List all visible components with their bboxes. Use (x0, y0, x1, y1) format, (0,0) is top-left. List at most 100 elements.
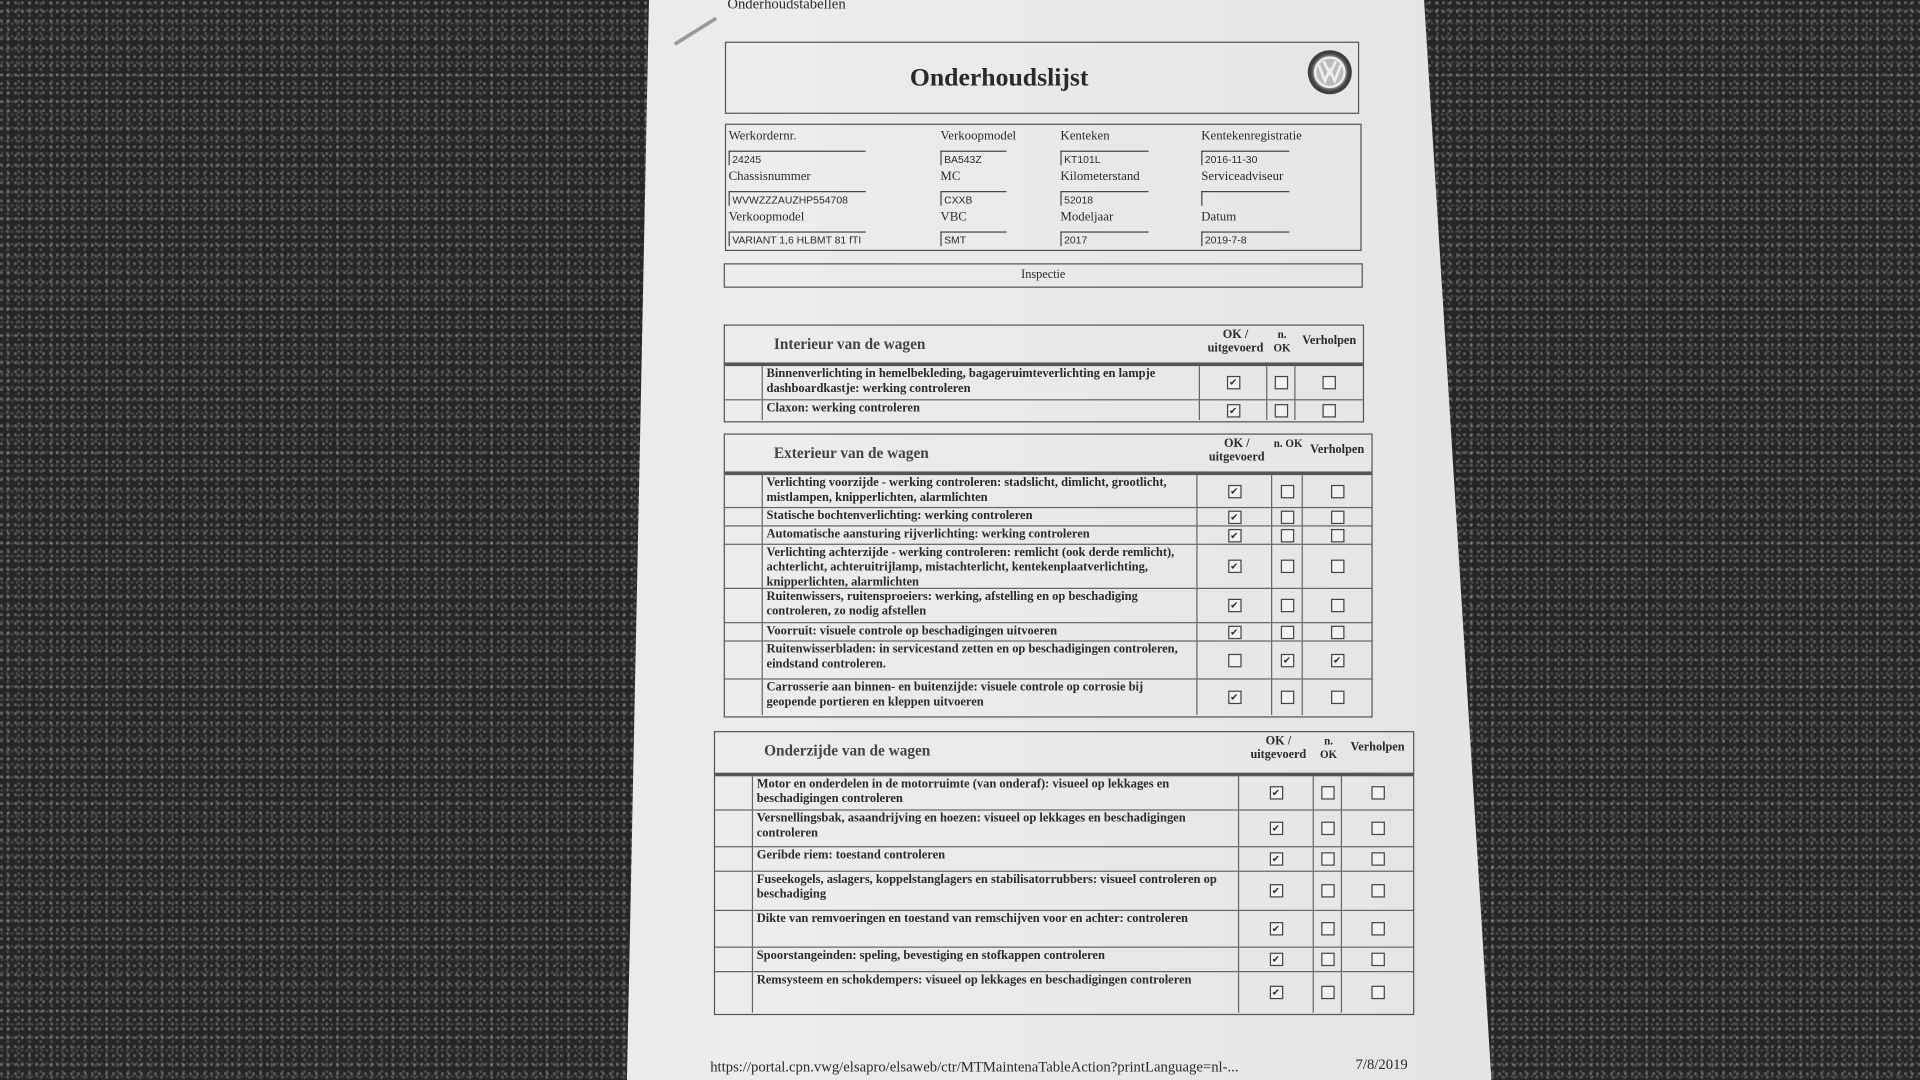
empty-checkbox[interactable] (1370, 852, 1385, 866)
row-description: Motor en onderdelen in de motorruimte (v… (753, 776, 1240, 810)
checked-checkbox[interactable]: ✔ (1226, 403, 1240, 417)
row-index-cell (715, 847, 754, 871)
checked-checkbox[interactable]: ✔ (1227, 528, 1242, 542)
checklist-row: Claxon: werking controleren ✔ (724, 399, 1363, 421)
row-index-cell (725, 508, 763, 526)
cell-ok: ✔ (1198, 475, 1273, 507)
checked-checkbox[interactable]: ✔ (1227, 484, 1242, 498)
empty-checkbox[interactable] (1274, 403, 1288, 417)
empty-checkbox[interactable] (1330, 510, 1344, 524)
field-label: Kilometerstand (1060, 170, 1140, 184)
cell-fixed (1342, 948, 1413, 971)
cell-ok: ✔ (1239, 871, 1314, 910)
field-value: 52018 (1060, 191, 1149, 206)
empty-checkbox[interactable] (1280, 625, 1294, 639)
row-description: Voorruit: visuele controle op beschadigi… (763, 623, 1198, 641)
empty-checkbox[interactable] (1370, 922, 1385, 936)
checked-checkbox[interactable]: ✔ (1227, 690, 1242, 705)
cell-nok (1314, 972, 1343, 1013)
cell-nok (1272, 544, 1303, 588)
empty-checkbox[interactable] (1320, 952, 1335, 967)
empty-checkbox[interactable] (1370, 985, 1385, 1000)
field-value: KT101L (1060, 150, 1149, 166)
empty-checkbox[interactable] (1320, 786, 1335, 800)
checked-checkbox[interactable]: ✔ (1269, 884, 1283, 898)
checklist-row: Automatische aansturing rijverlichting: … (724, 525, 1372, 544)
checked-checkbox[interactable]: ✔ (1226, 375, 1240, 390)
row-description: Binnenverlichting in hemelbekleding, bag… (763, 366, 1201, 400)
empty-checkbox[interactable] (1227, 653, 1242, 667)
checklist-row: Verlichting achterzijde - werking contro… (724, 543, 1372, 588)
empty-checkbox[interactable] (1330, 484, 1344, 498)
checked-checkbox[interactable]: ✔ (1269, 922, 1283, 936)
field-label: Datum (1201, 210, 1237, 225)
checklist-row: Dikte van remvoeringen en toestand van r… (715, 909, 1414, 947)
empty-checkbox[interactable] (1370, 821, 1385, 836)
title-box: Onderhoudslijst (724, 41, 1360, 114)
row-description: Statische bochtenverlichting: werking co… (763, 508, 1198, 526)
checked-checkbox[interactable]: ✔ (1269, 952, 1283, 967)
field-value: SMT (940, 231, 1007, 247)
inspection-bar: Inspectie (723, 263, 1363, 288)
row-index-cell (725, 366, 763, 400)
checked-checkbox[interactable]: ✔ (1330, 653, 1344, 667)
checked-checkbox[interactable]: ✔ (1227, 598, 1242, 613)
checked-checkbox[interactable]: ✔ (1227, 625, 1242, 639)
inspection-section: Interieur van de wagen OK / uitgevoerd n. … (723, 324, 1365, 423)
empty-checkbox[interactable] (1370, 952, 1385, 967)
field-value: 2019-7-8 (1201, 231, 1290, 247)
footer-date: 7/8/2019 (1355, 1055, 1408, 1073)
checked-checkbox[interactable]: ✔ (1269, 821, 1283, 836)
empty-checkbox[interactable] (1320, 985, 1335, 1000)
checklist-row: Verlichting voorzijde - werking controle… (724, 471, 1372, 507)
empty-checkbox[interactable] (1330, 625, 1344, 639)
empty-checkbox[interactable] (1322, 375, 1336, 390)
empty-checkbox[interactable] (1280, 510, 1294, 524)
field-value: CXXB (940, 191, 1007, 206)
empty-checkbox[interactable] (1280, 528, 1294, 542)
column-header-ok: OK / uitgevoerd (1208, 437, 1265, 465)
row-index-cell (725, 475, 763, 507)
checklist-row: Statische bochtenverlichting: werking co… (724, 506, 1372, 526)
row-index-cell (715, 810, 754, 847)
cell-nok (1314, 871, 1343, 910)
empty-checkbox[interactable] (1370, 786, 1385, 800)
empty-checkbox[interactable] (1330, 690, 1344, 705)
empty-checkbox[interactable] (1370, 884, 1385, 898)
empty-checkbox[interactable] (1320, 922, 1335, 936)
empty-checkbox[interactable] (1322, 403, 1336, 417)
row-index-cell (725, 526, 763, 544)
cell-fixed (1303, 527, 1372, 544)
print-header-label: Onderhoudstabellen (727, 0, 846, 13)
field-label: MC (940, 170, 961, 184)
empty-checkbox[interactable] (1320, 852, 1335, 866)
empty-checkbox[interactable] (1330, 559, 1344, 574)
checklist-row: Motor en onderdelen in de motorruimte (v… (715, 772, 1414, 810)
cell-nok (1314, 847, 1343, 871)
cell-ok: ✔ (1239, 947, 1314, 972)
checked-checkbox[interactable]: ✔ (1227, 559, 1242, 574)
checklist-row: Ruitenwisserbladen: in servicestand zett… (724, 640, 1372, 679)
empty-checkbox[interactable] (1280, 690, 1294, 705)
cell-fixed (1342, 911, 1413, 947)
empty-checkbox[interactable] (1330, 528, 1344, 542)
checked-checkbox[interactable]: ✔ (1280, 653, 1294, 667)
row-index-cell (715, 871, 754, 910)
empty-checkbox[interactable] (1320, 884, 1335, 898)
empty-checkbox[interactable] (1274, 375, 1288, 390)
section-title: Exterieur van de wagen (773, 444, 929, 462)
checked-checkbox[interactable]: ✔ (1227, 510, 1242, 524)
checked-checkbox[interactable]: ✔ (1269, 985, 1283, 1000)
cell-nok (1267, 400, 1296, 421)
checked-checkbox[interactable]: ✔ (1269, 786, 1283, 800)
empty-checkbox[interactable] (1320, 821, 1335, 836)
empty-checkbox[interactable] (1330, 598, 1344, 613)
empty-checkbox[interactable] (1280, 484, 1294, 498)
inspection-section: Onderzijde van de wagen OK / uitgevoerd n.… (713, 731, 1415, 1016)
checked-checkbox[interactable]: ✔ (1269, 852, 1283, 866)
empty-checkbox[interactable] (1280, 559, 1294, 574)
row-description: Versnellingsbak, asaandrijving en hoezen… (753, 810, 1240, 847)
empty-checkbox[interactable] (1280, 598, 1294, 613)
column-header-fixed: Verholpen (1302, 334, 1357, 348)
